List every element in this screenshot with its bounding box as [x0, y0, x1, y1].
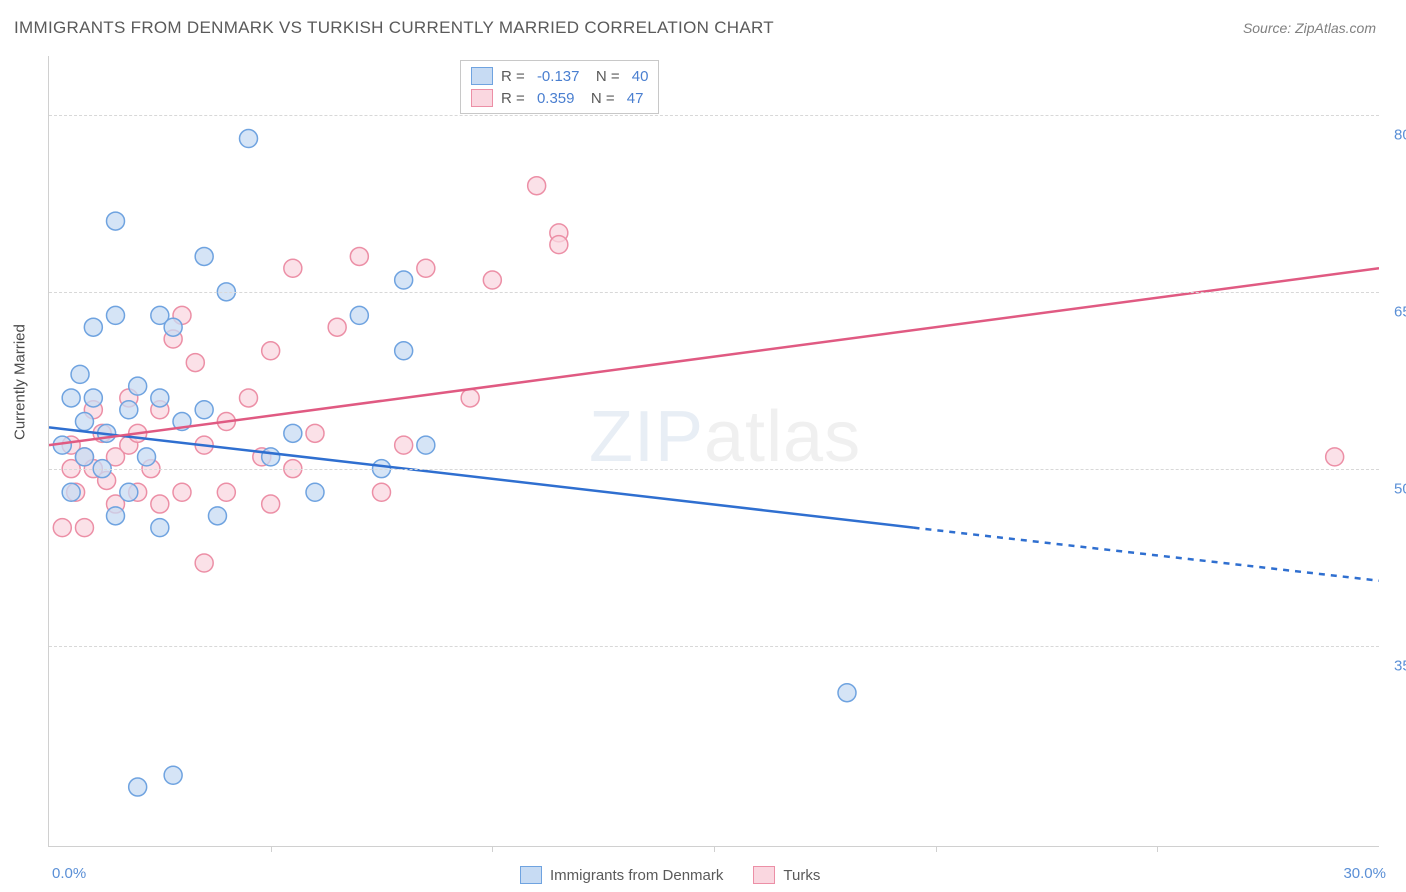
y-tick-label: 50.0% [1384, 480, 1406, 497]
y-tick-label: 65.0% [1384, 303, 1406, 320]
y-tick-label: 80.0% [1384, 126, 1406, 143]
x-tick [714, 846, 715, 852]
n-value-denmark: 40 [632, 68, 649, 85]
swatch-denmark-bottom [520, 866, 542, 884]
x-tick [492, 846, 493, 852]
r-value-denmark: -0.137 [537, 68, 580, 85]
x-min-label: 0.0% [52, 865, 86, 882]
r-label: R = [501, 68, 529, 85]
x-tick [936, 846, 937, 852]
legend-correlation: R = -0.137 N = 40 R = 0.359 N = 47 [460, 60, 659, 114]
legend-series: Immigrants from Denmark Turks [520, 866, 820, 884]
legend-item-turks: Turks [753, 866, 820, 884]
x-max-label: 30.0% [1343, 865, 1386, 882]
legend-item-denmark: Immigrants from Denmark [520, 866, 723, 884]
source-label: Source: ZipAtlas.com [1243, 20, 1376, 36]
legend-label-turks: Turks [783, 867, 820, 884]
legend-row-denmark: R = -0.137 N = 40 [471, 65, 648, 87]
swatch-denmark [471, 67, 493, 85]
legend-row-turks: R = 0.359 N = 47 [471, 87, 648, 109]
gridline [49, 646, 1379, 647]
gridline [49, 469, 1379, 470]
n-label: N = [587, 68, 623, 85]
gridline [49, 115, 1379, 116]
x-tick [1157, 846, 1158, 852]
y-tick-label: 35.0% [1384, 657, 1406, 674]
chart-title: IMMIGRANTS FROM DENMARK VS TURKISH CURRE… [14, 18, 774, 38]
legend-label-denmark: Immigrants from Denmark [550, 867, 723, 884]
y-axis-title: Currently Married [12, 324, 29, 440]
r-label: R = [501, 90, 529, 107]
plot-svg [49, 56, 1379, 846]
x-tick [271, 846, 272, 852]
r-value-turks: 0.359 [537, 90, 575, 107]
plot-area: ZIPatlas 80.0%65.0%50.0%35.0% [48, 56, 1379, 847]
n-label: N = [582, 90, 618, 107]
n-value-turks: 47 [627, 90, 644, 107]
swatch-turks [471, 89, 493, 107]
gridline [49, 292, 1379, 293]
swatch-turks-bottom [753, 866, 775, 884]
